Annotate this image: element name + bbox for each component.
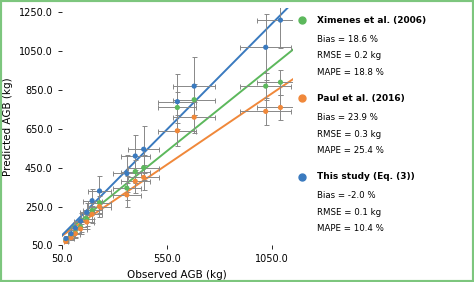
- Point: [77, 225, 84, 229]
- Y-axis label: Predicted AGB (kg): Predicted AGB (kg): [3, 78, 13, 176]
- Point: [72, 232, 79, 236]
- Point: [140, 166, 147, 170]
- Point: [131, 179, 139, 184]
- Text: Bias = -2.0 %: Bias = -2.0 %: [317, 191, 376, 200]
- Point: [62, 236, 70, 241]
- Text: RMSE = 0.1 kg: RMSE = 0.1 kg: [317, 208, 381, 217]
- Point: [67, 232, 75, 236]
- Point: [96, 189, 103, 193]
- Point: [88, 212, 96, 217]
- Point: [277, 105, 284, 110]
- Point: [191, 84, 198, 88]
- Point: [277, 18, 284, 22]
- Point: [96, 204, 103, 209]
- Text: MAPE = 10.4 %: MAPE = 10.4 %: [317, 224, 384, 233]
- Point: [262, 45, 270, 50]
- Point: [83, 220, 91, 224]
- Text: Paul et al. (2016): Paul et al. (2016): [317, 94, 405, 103]
- Point: [77, 219, 84, 223]
- Point: [123, 171, 131, 176]
- Point: [140, 147, 147, 151]
- Point: [191, 115, 198, 120]
- Point: [123, 186, 131, 190]
- Text: MAPE = 18.8 %: MAPE = 18.8 %: [317, 68, 384, 77]
- X-axis label: Observed AGB (kg): Observed AGB (kg): [128, 270, 227, 280]
- Point: [62, 238, 70, 243]
- Point: [62, 239, 70, 244]
- Point: [191, 98, 198, 102]
- Point: [88, 199, 96, 203]
- Point: [72, 226, 79, 230]
- Point: [67, 235, 75, 240]
- Point: [83, 217, 91, 221]
- Text: This study (Eq. (3)): This study (Eq. (3)): [317, 172, 415, 181]
- Point: [173, 99, 181, 104]
- Point: [262, 109, 270, 114]
- Point: [277, 80, 284, 85]
- Text: Ximenes et al. (2006): Ximenes et al. (2006): [317, 16, 426, 25]
- Point: [123, 193, 131, 197]
- Point: [173, 129, 181, 133]
- Point: [77, 226, 84, 231]
- Point: [67, 233, 75, 238]
- Text: RMSE = 0.2 kg: RMSE = 0.2 kg: [317, 51, 381, 60]
- Text: RMSE = 0.3 kg: RMSE = 0.3 kg: [317, 129, 381, 138]
- Point: [72, 230, 79, 235]
- Text: Bias = 18.6 %: Bias = 18.6 %: [317, 35, 378, 44]
- Point: [88, 208, 96, 213]
- Point: [131, 169, 139, 174]
- Text: Bias = 23.9 %: Bias = 23.9 %: [317, 113, 378, 122]
- Point: [131, 154, 139, 158]
- Text: MAPE = 25.4 %: MAPE = 25.4 %: [317, 146, 384, 155]
- Point: [173, 105, 181, 110]
- Point: [140, 175, 147, 180]
- Point: [262, 84, 270, 88]
- Point: [96, 201, 103, 205]
- Point: [83, 210, 91, 215]
